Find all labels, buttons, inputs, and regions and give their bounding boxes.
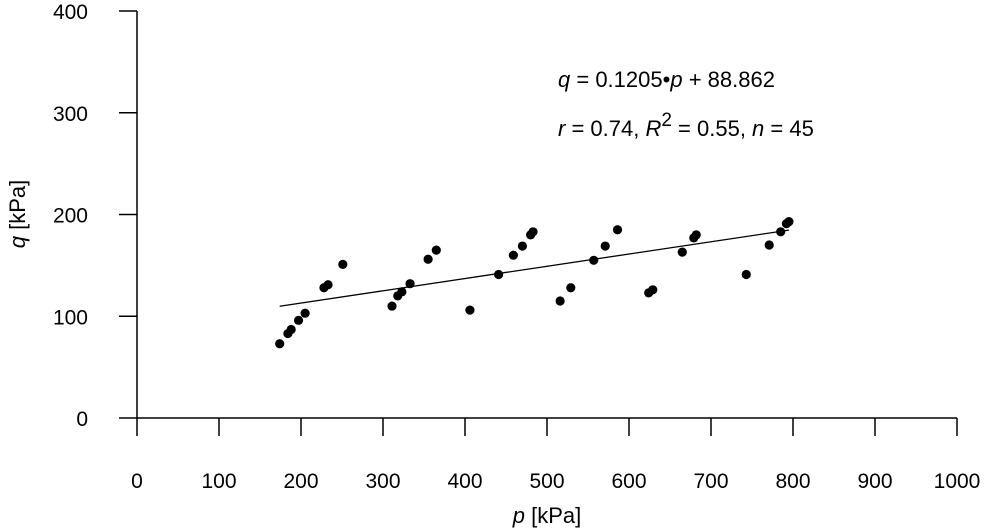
y-ticks: 0 100 200 300 400 bbox=[53, 1, 137, 431]
x-tick-label: 500 bbox=[529, 470, 564, 493]
x-axis-title: p [kPa] bbox=[512, 503, 582, 528]
regression-stats: r = 0.74, R2 = 0.55, n = 45 bbox=[558, 110, 814, 141]
data-point bbox=[494, 269, 504, 280]
data-point bbox=[338, 259, 348, 269]
data-point bbox=[691, 230, 701, 240]
data-point bbox=[589, 255, 599, 265]
data-point bbox=[612, 225, 623, 235]
x-tick-label: 0 bbox=[131, 470, 143, 493]
data-point bbox=[555, 296, 565, 306]
x-tick-label: 200 bbox=[283, 470, 318, 493]
trendline bbox=[279, 229, 789, 307]
y-tick-label: 400 bbox=[53, 1, 88, 24]
data-point bbox=[508, 250, 518, 260]
data-point bbox=[784, 217, 794, 227]
y-tick-label: 200 bbox=[53, 205, 88, 228]
data-point bbox=[397, 287, 407, 297]
x-tick-label: 1000 bbox=[934, 470, 981, 493]
x-tick-label: 800 bbox=[775, 470, 810, 493]
data-point bbox=[431, 245, 441, 255]
axes bbox=[136, 11, 957, 419]
data-point bbox=[293, 315, 304, 325]
y-axis-title: q [kPa] bbox=[5, 180, 30, 249]
data-point bbox=[286, 324, 296, 335]
x-tick-label: 400 bbox=[447, 470, 482, 493]
data-point bbox=[465, 305, 475, 315]
x-tick-label: 600 bbox=[611, 470, 646, 493]
data-point bbox=[566, 283, 576, 293]
x-tick-label: 900 bbox=[857, 470, 892, 493]
y-tick-label: 300 bbox=[53, 103, 88, 126]
x-tick-label: 100 bbox=[201, 470, 236, 493]
regression-equation: q = 0.1205•p + 88.862 bbox=[558, 67, 775, 92]
data-point bbox=[323, 280, 333, 290]
data-point bbox=[275, 339, 285, 349]
x-tick-label: 700 bbox=[693, 470, 728, 493]
x-ticks: 0 100 200 300 400 500 600 700 800 900 1000 bbox=[131, 418, 980, 493]
data-point bbox=[517, 241, 528, 251]
data-point bbox=[528, 227, 538, 237]
y-tick-label: 100 bbox=[53, 306, 88, 329]
data-point bbox=[387, 301, 397, 311]
data-point bbox=[764, 240, 774, 250]
data-point bbox=[600, 241, 610, 251]
data-point bbox=[300, 308, 310, 318]
data-point bbox=[648, 285, 658, 295]
x-tick-label: 300 bbox=[365, 470, 400, 493]
y-tick-label: 0 bbox=[76, 408, 88, 431]
data-points bbox=[275, 217, 794, 349]
data-point bbox=[741, 269, 751, 280]
data-point bbox=[677, 247, 687, 257]
data-point bbox=[423, 254, 433, 264]
